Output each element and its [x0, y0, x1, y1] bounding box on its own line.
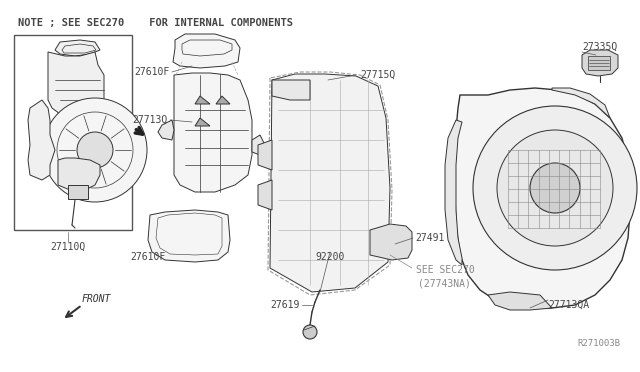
Polygon shape — [258, 180, 272, 210]
Polygon shape — [582, 50, 618, 76]
Polygon shape — [195, 118, 210, 126]
Polygon shape — [58, 158, 100, 190]
Polygon shape — [148, 210, 230, 262]
Polygon shape — [195, 96, 210, 104]
Polygon shape — [252, 135, 265, 155]
Circle shape — [497, 130, 613, 246]
Polygon shape — [488, 292, 552, 310]
Circle shape — [77, 132, 113, 168]
Text: 27110Q: 27110Q — [51, 242, 86, 252]
Text: 27713Q: 27713Q — [132, 115, 168, 125]
Polygon shape — [55, 40, 100, 56]
Text: 27619: 27619 — [271, 300, 300, 310]
Circle shape — [43, 98, 147, 202]
Polygon shape — [270, 74, 390, 292]
Polygon shape — [48, 52, 104, 116]
Polygon shape — [173, 34, 240, 68]
Polygon shape — [272, 80, 310, 100]
Bar — [14, 35, 132, 230]
Text: 27491: 27491 — [415, 233, 444, 243]
Text: (27743NA): (27743NA) — [418, 278, 471, 288]
Circle shape — [473, 106, 637, 270]
Polygon shape — [216, 96, 230, 104]
Polygon shape — [28, 100, 55, 180]
Polygon shape — [455, 88, 630, 308]
Text: 27610F: 27610F — [131, 252, 166, 262]
Bar — [588, 56, 610, 70]
Text: 27335Q: 27335Q — [582, 42, 617, 52]
Text: SEE SEC270: SEE SEC270 — [416, 265, 475, 275]
Polygon shape — [445, 120, 462, 265]
Text: 27610F: 27610F — [135, 67, 170, 77]
Text: 92200: 92200 — [316, 252, 345, 262]
Polygon shape — [174, 73, 252, 192]
Text: 27715Q: 27715Q — [360, 70, 396, 80]
Text: 27713QA: 27713QA — [548, 300, 589, 310]
Bar — [68, 185, 88, 199]
Polygon shape — [370, 224, 412, 260]
Polygon shape — [258, 140, 272, 170]
Polygon shape — [158, 120, 174, 140]
Text: FRONT: FRONT — [82, 294, 111, 304]
Circle shape — [303, 325, 317, 339]
Polygon shape — [552, 88, 610, 118]
Text: NOTE ; SEE SEC270    FOR INTERNAL COMPONENTS: NOTE ; SEE SEC270 FOR INTERNAL COMPONENT… — [18, 18, 293, 28]
Circle shape — [530, 163, 580, 213]
Text: R271003B: R271003B — [577, 339, 620, 348]
